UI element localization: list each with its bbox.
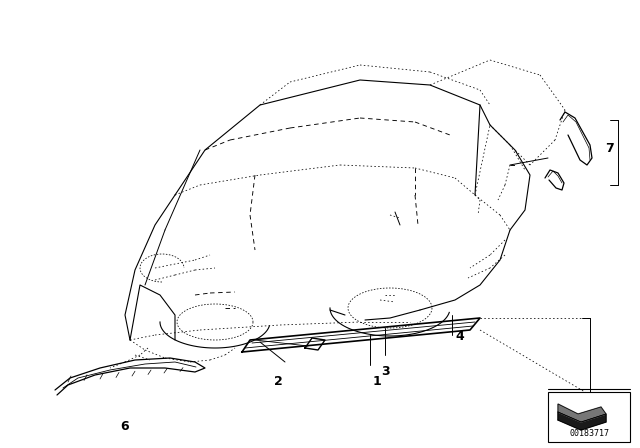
Text: 7: 7 <box>605 142 614 155</box>
Polygon shape <box>558 404 606 422</box>
Text: 3: 3 <box>381 365 389 378</box>
Text: 00183717: 00183717 <box>569 429 609 438</box>
Polygon shape <box>558 412 606 430</box>
Text: 2: 2 <box>274 375 282 388</box>
Text: 1: 1 <box>373 375 381 388</box>
Bar <box>548 392 630 442</box>
Text: 5: 5 <box>588 400 596 413</box>
Text: 4: 4 <box>455 330 464 343</box>
Text: 6: 6 <box>121 420 129 433</box>
